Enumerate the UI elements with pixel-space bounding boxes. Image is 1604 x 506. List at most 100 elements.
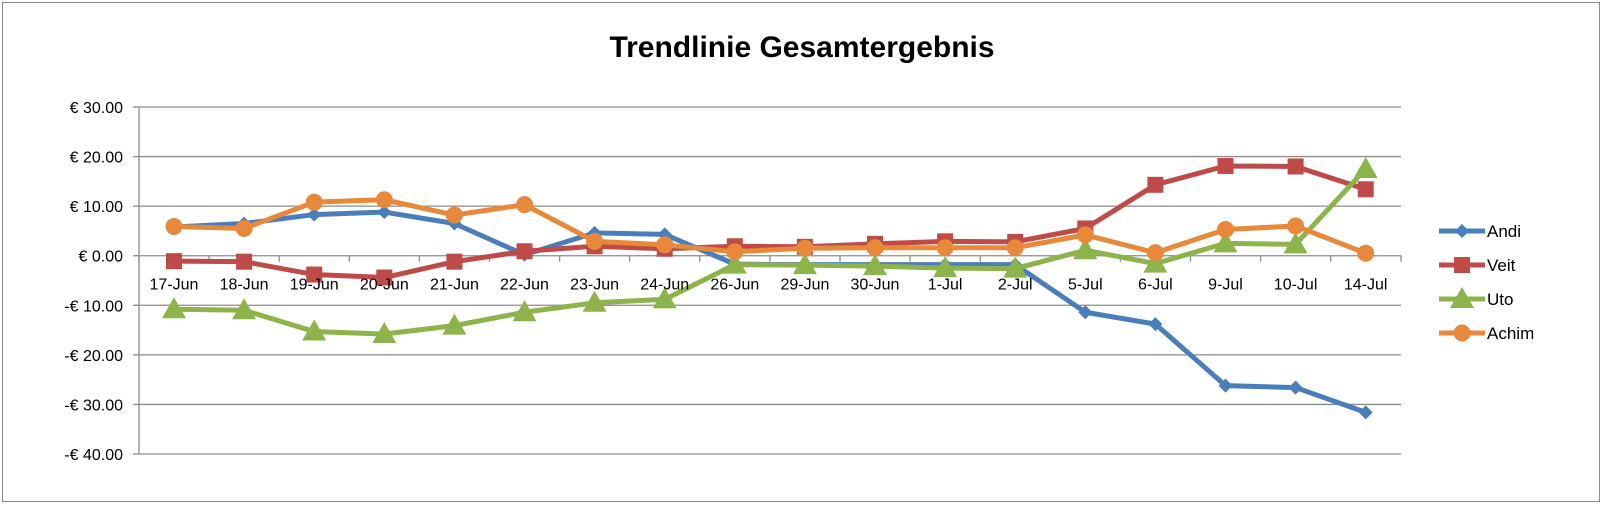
- line-chart: 17-Jun 18-Jun 19-Jun 20-Jun 21-Jun 22-Jun 23-J…: [64, 100, 1534, 464]
- data-point: [1006, 239, 1024, 257]
- x-tick-label: 30-Jun: [851, 277, 900, 294]
- x-tick-label: 5-Jul: [1068, 277, 1103, 294]
- x-tick-label: 10-Jul: [1274, 277, 1318, 294]
- x-tick-label: 6-Jul: [1138, 277, 1173, 294]
- y-tick-label: € 30.00: [70, 100, 123, 117]
- data-point: [792, 253, 817, 275]
- y-tick-label: -€ 20.00: [64, 348, 123, 365]
- x-tick-labels: 17-Jun 18-Jun 19-Jun 20-Jun 21-Jun 22-Jun 23-J…: [150, 277, 1388, 294]
- data-point: [726, 243, 744, 261]
- data-point: [1213, 231, 1238, 253]
- data-point: [162, 297, 186, 319]
- legend-marker: [1454, 257, 1470, 273]
- data-point: [796, 239, 814, 257]
- data-point: [442, 313, 467, 335]
- data-point: [722, 252, 747, 274]
- data-point: [1288, 380, 1303, 395]
- data-point: [586, 232, 604, 250]
- series-andi: [167, 205, 1373, 420]
- data-point: [1146, 244, 1164, 262]
- data-point: [446, 253, 463, 270]
- axes: [133, 106, 1402, 455]
- y-tick-label: -€ 40.00: [64, 447, 123, 464]
- data-point: [1357, 181, 1374, 198]
- data-point: [445, 206, 463, 224]
- legend-marker: [1450, 287, 1474, 308]
- legend-item-veit: Veit: [1439, 256, 1516, 275]
- y-tick-label: -€ 30.00: [64, 397, 123, 414]
- x-tick-label: 1-Jul: [928, 277, 963, 294]
- data-point: [375, 191, 393, 209]
- data-point: [512, 300, 537, 322]
- x-tick-label: 22-Jun: [500, 277, 549, 294]
- series-line: [173, 167, 1368, 337]
- data-point: [1076, 226, 1094, 244]
- x-tick-label: 14-Jul: [1344, 277, 1388, 294]
- data-point: [1143, 251, 1168, 273]
- series-achim: [165, 191, 1375, 262]
- x-tick-label: 29-Jun: [780, 277, 829, 294]
- y-tick-label: € 20.00: [70, 150, 123, 167]
- y-tick-label: -€ 10.00: [64, 298, 123, 315]
- x-tick-label: 23-Jun: [570, 277, 619, 294]
- data-point: [516, 196, 533, 214]
- x-tick-label: 17-Jun: [150, 277, 199, 294]
- data-point: [1003, 256, 1028, 278]
- data-point: [377, 205, 392, 220]
- data-point: [933, 256, 958, 278]
- x-tick-label: 24-Jun: [640, 277, 689, 294]
- y-tick-label: € 10.00: [70, 199, 123, 216]
- data-point: [1218, 378, 1233, 393]
- legend-label: Veit: [1487, 256, 1516, 275]
- legend-item-achim: Achim: [1439, 324, 1534, 343]
- data-point: [1073, 238, 1098, 260]
- legend-label: Achim: [1487, 324, 1534, 343]
- legend-marker: [1453, 324, 1471, 342]
- x-tick-label: 18-Jun: [220, 277, 269, 294]
- data-point: [863, 254, 887, 276]
- data-point: [372, 322, 397, 344]
- series-line: [173, 163, 1367, 281]
- data-point: [656, 236, 674, 254]
- chart-title: Trendlinie Gesamtergebnis: [609, 31, 995, 64]
- x-tick-label: 2-Jul: [998, 277, 1033, 294]
- data-point: [1287, 217, 1305, 235]
- y-tick-labels: € 30.00 € 20.00 € 10.00 € 0.00 -€ 10.00 -€ 20…: [64, 100, 123, 464]
- data-point: [306, 266, 323, 283]
- data-point: [866, 239, 884, 257]
- data-point: [1283, 232, 1308, 254]
- data-point: [1217, 157, 1234, 174]
- series-uto: [162, 156, 1378, 344]
- legend-label: Andi: [1487, 222, 1521, 241]
- data-point: [1357, 244, 1375, 262]
- data-point: [1148, 317, 1163, 332]
- data-point: [1287, 158, 1304, 175]
- series-lines: [162, 156, 1378, 420]
- data-point: [236, 253, 253, 270]
- legend-label: Uto: [1487, 290, 1513, 309]
- data-point: [1353, 156, 1378, 178]
- data-point: [165, 217, 183, 235]
- x-tick-label: 26-Jun: [710, 277, 759, 294]
- data-point: [305, 193, 323, 211]
- legend-item-andi: Andi: [1439, 222, 1521, 241]
- data-point: [936, 239, 954, 257]
- x-tick-label: 21-Jun: [430, 277, 479, 294]
- x-tick-label: 20-Jun: [360, 277, 409, 294]
- legend-item-uto: Uto: [1439, 287, 1513, 309]
- data-point: [376, 269, 393, 286]
- x-tick-label: 9-Jul: [1208, 277, 1243, 294]
- data-point: [166, 253, 182, 270]
- data-point: [307, 207, 322, 222]
- data-point: [302, 319, 327, 341]
- data-point: [652, 287, 677, 309]
- legend: Andi Veit Uto Achim: [1439, 222, 1534, 343]
- series-line: [173, 197, 1367, 256]
- data-point: [582, 290, 607, 312]
- data-point: [1217, 220, 1234, 238]
- data-point: [1147, 176, 1164, 193]
- x-tick-label: 19-Jun: [290, 277, 339, 294]
- data-point: [235, 219, 253, 237]
- y-tick-label: € 0.00: [79, 249, 124, 266]
